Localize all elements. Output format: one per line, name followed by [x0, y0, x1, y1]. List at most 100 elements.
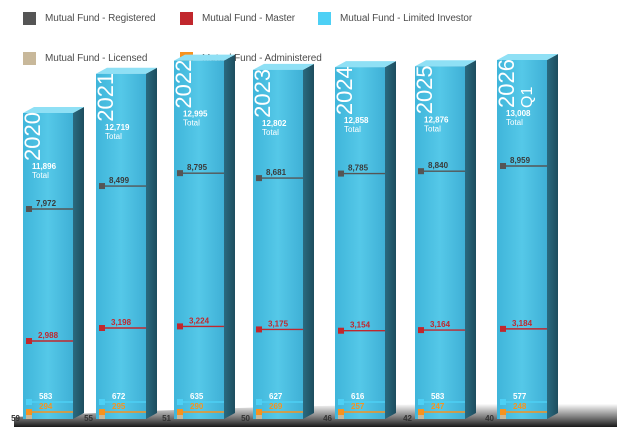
value-master-2022: 3,224	[189, 316, 210, 325]
year-label-2022: 2022	[171, 60, 196, 109]
total-value-2021: 12,719	[105, 123, 130, 132]
value-master-2021: 3,198	[111, 318, 132, 327]
bar-side-2020	[73, 107, 84, 419]
marker-master-2025	[418, 327, 424, 334]
bar-side-2022	[224, 54, 235, 420]
marker-licensed-2020	[26, 415, 32, 419]
total-label-2020: Total	[32, 171, 49, 180]
marker-administered-2024	[338, 409, 344, 415]
marker-administered-2020	[26, 409, 32, 415]
value-master-2026: 3,184	[512, 319, 533, 328]
year-label-2023: 2023	[250, 69, 275, 118]
value-limited-2026: 577	[513, 392, 527, 401]
bar-top-2022	[174, 54, 235, 61]
bar-top-2026	[497, 54, 558, 60]
marker-licensed-2026	[500, 415, 506, 419]
marker-limited-2024	[338, 399, 344, 405]
marker-limited-2020	[26, 399, 32, 405]
marker-administered-2023	[256, 409, 262, 415]
value-limited-2021: 672	[112, 392, 126, 401]
marker-master-2021	[99, 325, 105, 331]
bar-2021	[96, 73, 146, 419]
marker-licensed-2022	[177, 415, 183, 419]
value-licensed-2023: 50	[241, 414, 250, 423]
value-administered-2022: 290	[190, 402, 204, 411]
bar-2025	[415, 66, 465, 419]
legend-label-licensed: Mutual Fund - Licensed	[45, 52, 148, 64]
year-sublabel-2026: Q1	[519, 87, 536, 108]
marker-master-2026	[500, 325, 506, 332]
year-label-2021: 2021	[93, 73, 118, 122]
total-label-2023: Total	[262, 128, 279, 137]
value-registered-2025: 8,840	[428, 161, 449, 170]
legend-label-limited: Mutual Fund - Limited Investor	[340, 12, 473, 24]
marker-administered-2022	[177, 409, 183, 415]
bar-2024	[335, 67, 385, 419]
legend-swatch-registered	[23, 11, 36, 25]
bar-top-2020	[23, 107, 84, 113]
bar-2023	[253, 69, 303, 419]
legend-swatch-licensed	[23, 51, 36, 65]
legend-label-administered: Mutual Fund - Administered	[202, 52, 322, 64]
marker-limited-2021	[99, 399, 105, 405]
legend-item-registered: Mutual Fund - Registered	[23, 11, 156, 25]
bars-layer: 202011,896Total7,9722,98858329459202112,…	[11, 54, 558, 423]
bar-side-2026	[547, 54, 558, 419]
total-label-2026: Total	[506, 118, 523, 127]
marker-registered-2020	[26, 206, 32, 212]
value-administered-2020: 294	[39, 402, 53, 411]
marker-licensed-2021	[99, 415, 105, 419]
value-master-2025: 3,164	[430, 320, 451, 329]
value-administered-2024: 257	[351, 402, 365, 411]
legend: Mutual Fund - Registered Mutual Fund - M…	[0, 0, 617, 80]
marker-master-2023	[256, 326, 262, 333]
bar-2026	[497, 60, 547, 419]
value-registered-2021: 8,499	[109, 176, 130, 185]
value-limited-2022: 635	[190, 392, 204, 401]
year-label-2024: 2024	[332, 66, 357, 115]
total-label-2021: Total	[105, 132, 122, 141]
legend-swatch-limited	[318, 11, 331, 25]
year-label-2020: 2020	[20, 112, 45, 161]
marker-administered-2026	[500, 409, 506, 415]
marker-registered-2024	[338, 170, 344, 177]
value-master-2023: 3,175	[268, 319, 289, 328]
year-label-2026: 2026	[494, 59, 519, 108]
legend-item-licensed: Mutual Fund - Licensed	[23, 51, 147, 65]
value-administered-2023: 269	[269, 402, 283, 411]
legend-swatch-master	[180, 11, 193, 25]
bar-side-2021	[146, 67, 157, 419]
value-registered-2024: 8,785	[348, 164, 369, 173]
marker-limited-2025	[418, 399, 424, 405]
bar-top-2021	[96, 67, 157, 74]
value-licensed-2024: 46	[323, 414, 332, 423]
total-value-2025: 12,876	[424, 115, 449, 124]
value-registered-2022: 8,795	[187, 163, 208, 172]
value-limited-2024: 616	[351, 392, 365, 401]
bar-2022	[174, 60, 224, 420]
value-registered-2023: 8,681	[266, 168, 287, 177]
value-administered-2025: 247	[431, 402, 445, 411]
value-registered-2020: 7,972	[36, 199, 57, 208]
value-limited-2023: 627	[269, 392, 283, 401]
total-label-2025: Total	[424, 124, 441, 133]
value-licensed-2025: 42	[403, 414, 412, 423]
value-limited-2020: 583	[39, 392, 53, 401]
year-label-2025: 2025	[412, 65, 437, 114]
value-licensed-2026: 40	[485, 414, 494, 423]
marker-master-2020	[26, 338, 32, 344]
legend-label-registered: Mutual Fund - Registered	[45, 12, 156, 24]
legend-item-limited: Mutual Fund - Limited Investor	[318, 11, 472, 25]
total-value-2020: 11,896	[32, 162, 57, 171]
bar-side-2025	[465, 60, 476, 419]
value-master-2024: 3,154	[350, 321, 371, 330]
marker-registered-2025	[418, 168, 424, 175]
marker-limited-2022	[177, 399, 183, 405]
total-value-2023: 12,802	[262, 119, 287, 128]
value-administered-2021: 295	[112, 402, 126, 411]
